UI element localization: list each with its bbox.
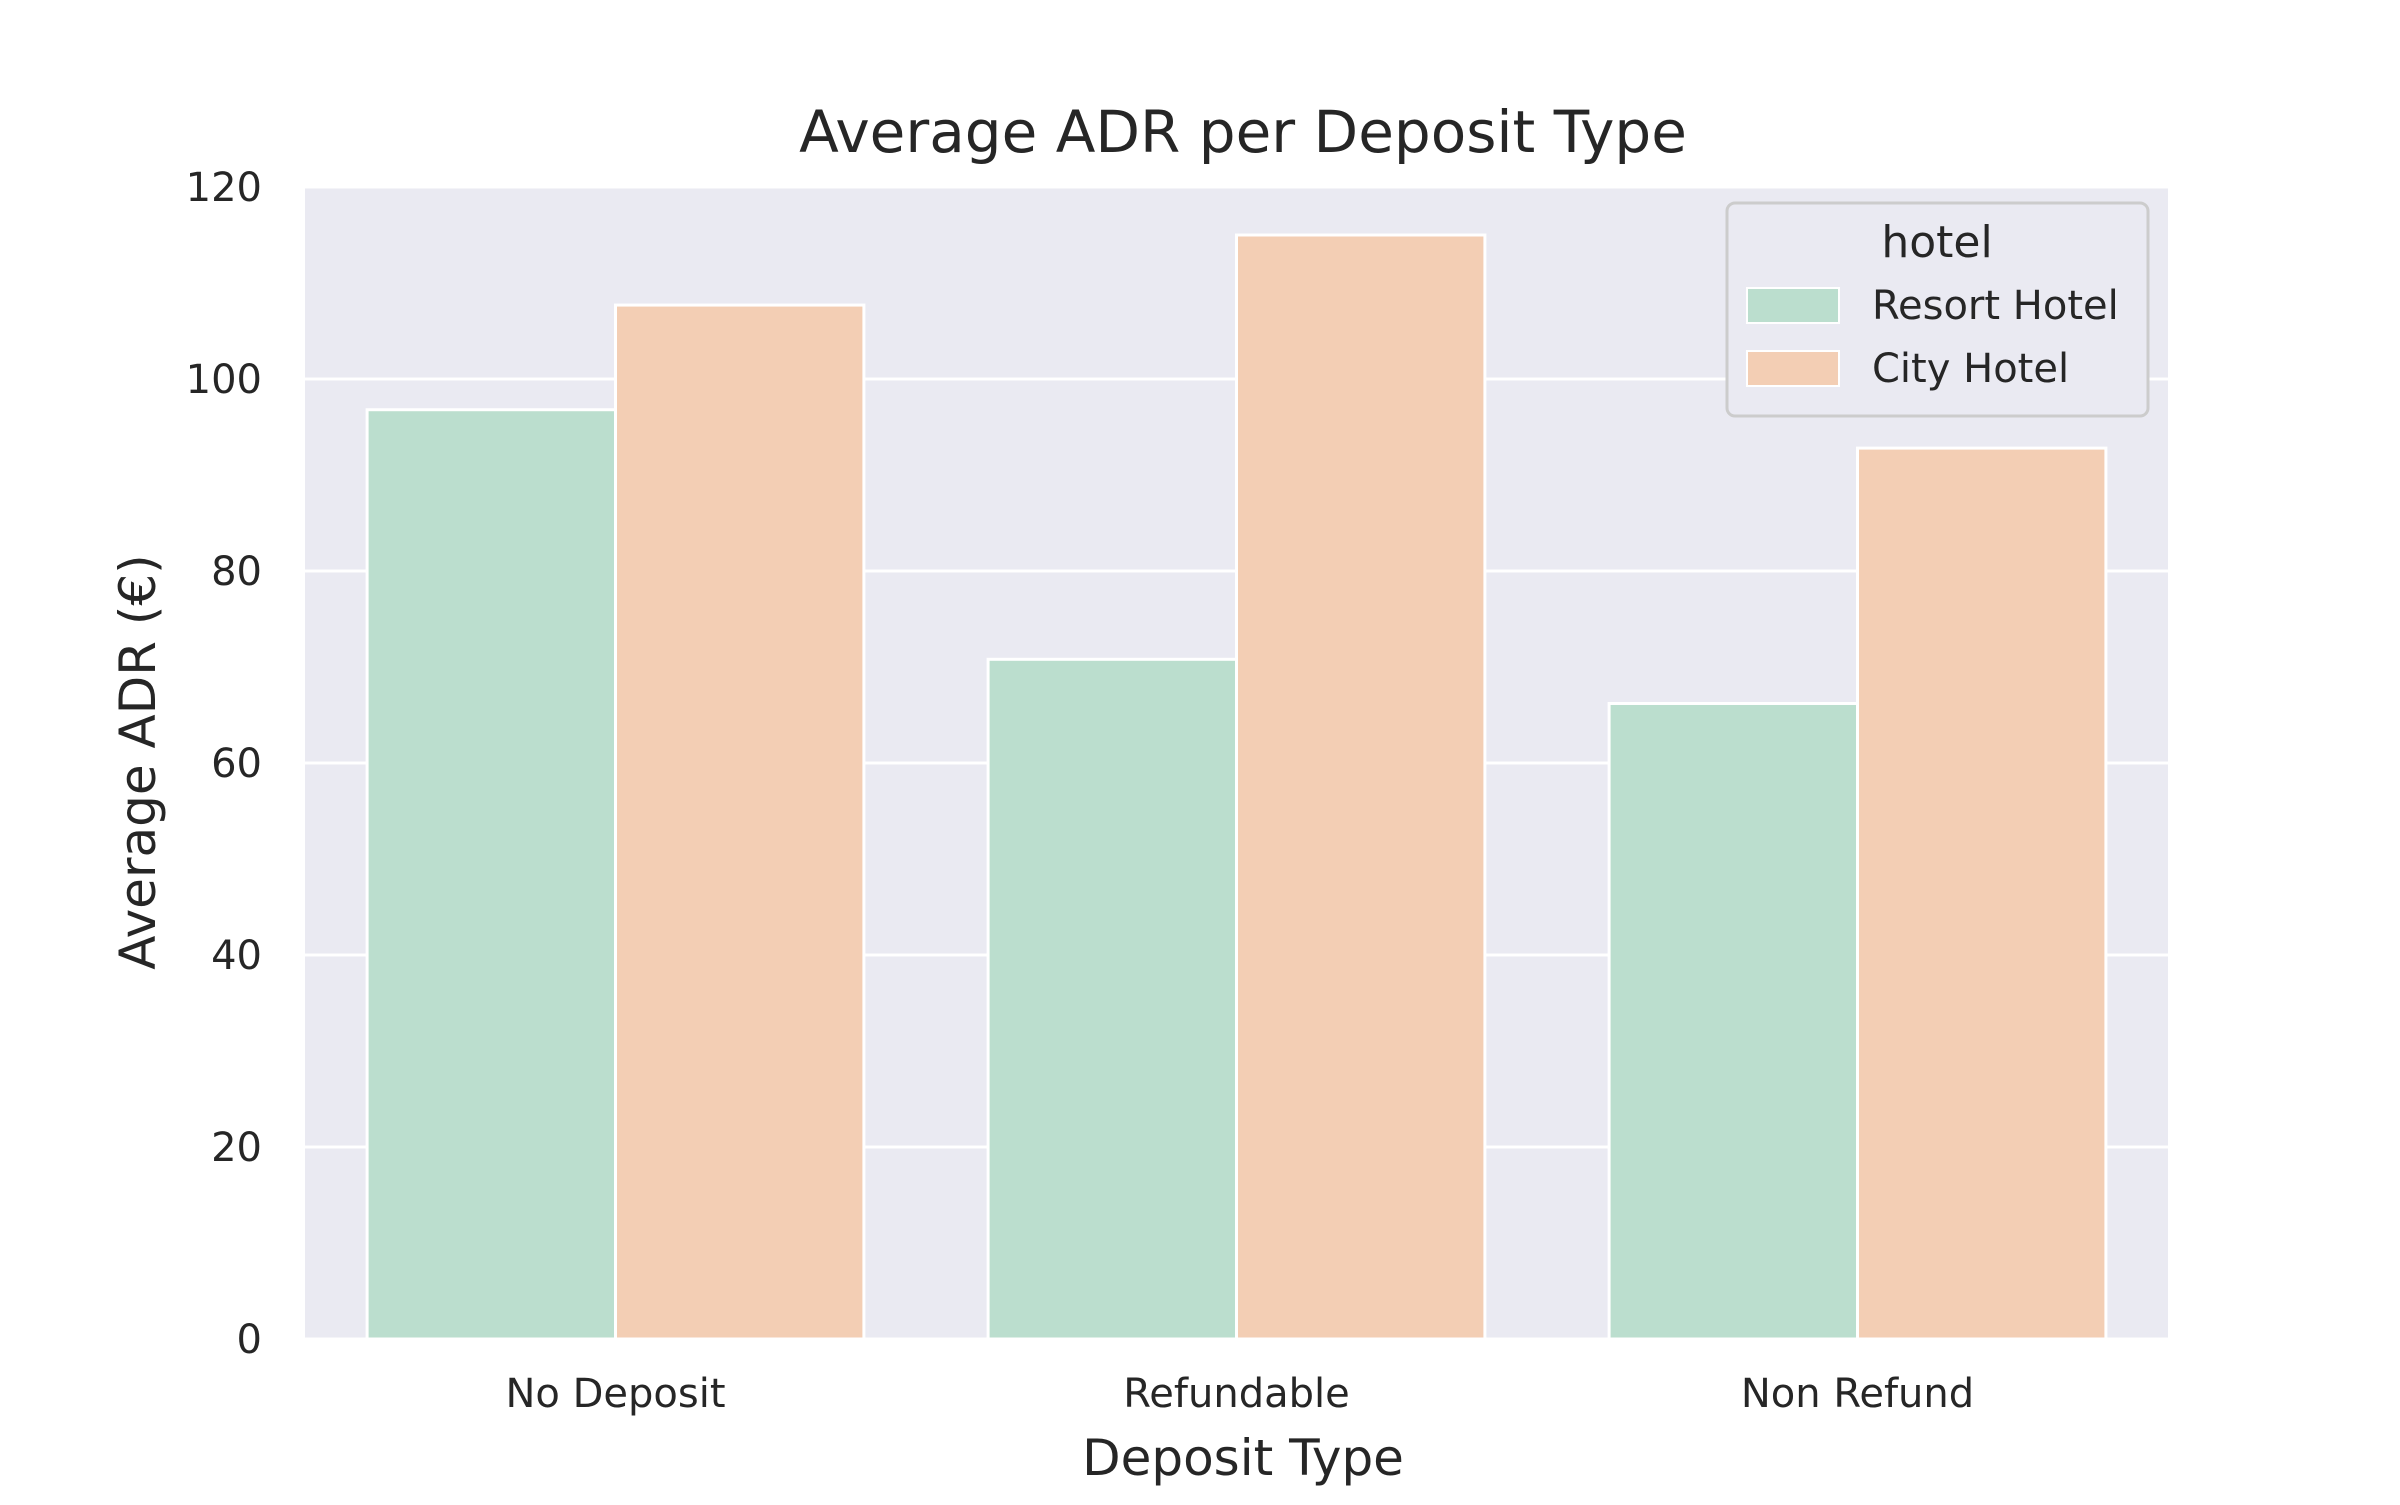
- y-axis-label: Average ADR (€): [109, 554, 167, 969]
- y-tick-label: 100: [186, 357, 262, 403]
- legend: hotel Resort Hotel City Hotel: [1725, 201, 2150, 418]
- bars: [365, 233, 2108, 1341]
- bar-city-hotel: [1856, 446, 2108, 1341]
- y-tick-label: 20: [211, 1125, 262, 1171]
- x-tick-labels: No Deposit Refundable Non Refund: [505, 1371, 1974, 1417]
- bar-resort-hotel: [1607, 701, 1859, 1341]
- chart-title: Average ADR per Deposit Type: [799, 98, 1687, 166]
- x-tick-label: No Deposit: [505, 1371, 725, 1417]
- x-tick-label: Non Refund: [1741, 1371, 1974, 1417]
- y-tick-label: 60: [211, 741, 262, 787]
- y-tick-labels: 0 20 40 60 80 100 120: [186, 165, 262, 1363]
- bar-city-hotel: [1235, 233, 1487, 1341]
- legend-label: Resort Hotel: [1872, 283, 2119, 329]
- legend-title: hotel: [1881, 217, 1992, 268]
- x-axis-label: Deposit Type: [1082, 1429, 1404, 1487]
- y-tick-label: 40: [211, 933, 262, 979]
- bar-city-hotel: [614, 303, 866, 1341]
- bar-resort-hotel: [986, 657, 1238, 1341]
- legend-swatch: [1746, 350, 1840, 387]
- legend-swatch: [1746, 287, 1840, 324]
- bar-resort-hotel: [365, 408, 617, 1341]
- y-tick-label: 0: [237, 1317, 262, 1363]
- x-tick-label: Refundable: [1123, 1371, 1349, 1417]
- y-tick-label: 80: [211, 549, 262, 595]
- legend-label: City Hotel: [1872, 346, 2069, 392]
- y-tick-label: 120: [186, 165, 262, 211]
